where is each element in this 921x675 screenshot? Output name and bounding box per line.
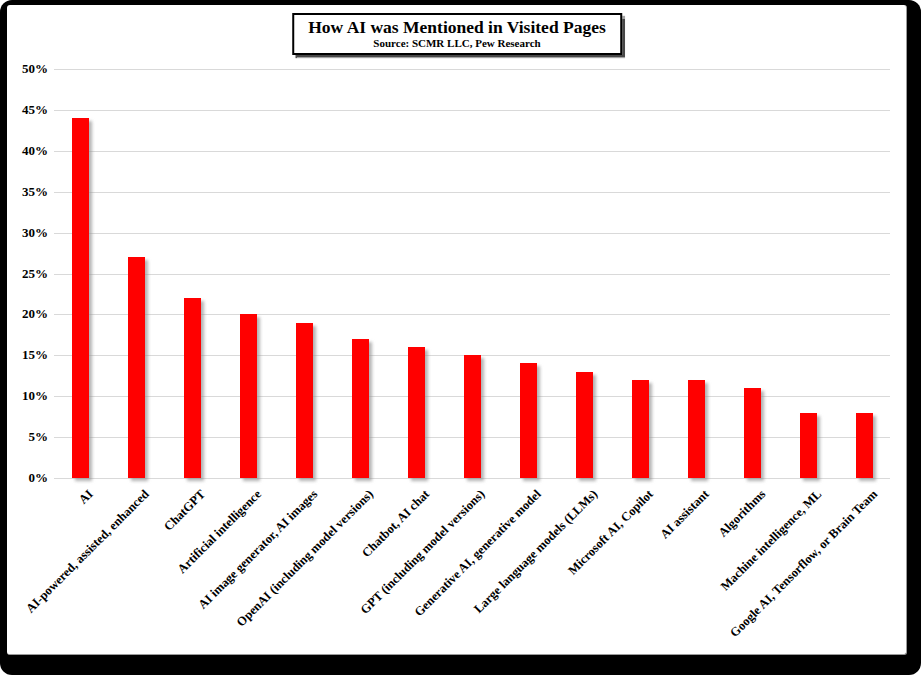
- gridline: [54, 69, 890, 70]
- gridline: [54, 192, 890, 193]
- bar: [632, 380, 649, 478]
- x-axis-category-label: AI-powered, assisted, enhanced: [23, 487, 152, 616]
- title-box: How AI was Mentioned in Visited Pages So…: [292, 13, 622, 55]
- bar: [296, 323, 313, 478]
- x-axis-category-label: AI assistant: [658, 487, 713, 542]
- gridline: [54, 110, 890, 111]
- y-axis-tick-label: 45%: [0, 102, 48, 118]
- gridline: [54, 274, 890, 275]
- bar: [688, 380, 705, 478]
- y-axis-tick-label: 35%: [0, 184, 48, 200]
- y-axis-tick-label: 0%: [0, 470, 48, 486]
- x-axis-category-label: ChatGPT: [161, 487, 208, 534]
- gridline: [54, 233, 890, 234]
- y-axis-tick-label: 5%: [0, 429, 48, 445]
- bar: [744, 388, 761, 478]
- bar: [352, 339, 369, 478]
- gridline: [54, 314, 890, 315]
- bar: [240, 314, 257, 478]
- bar: [72, 118, 89, 478]
- x-axis-category-label: AI: [76, 487, 96, 507]
- y-axis-tick-label: 10%: [0, 388, 48, 404]
- bar: [520, 363, 537, 478]
- chart-title: How AI was Mentioned in Visited Pages: [308, 17, 606, 37]
- y-axis-tick-label: 30%: [0, 225, 48, 241]
- bar: [464, 355, 481, 478]
- y-axis-tick-label: 20%: [0, 306, 48, 322]
- bar: [184, 298, 201, 478]
- x-axis-category-label: Machine intelligence, ML: [718, 487, 825, 594]
- y-axis-tick-label: 40%: [0, 143, 48, 159]
- bar: [576, 372, 593, 478]
- bar: [856, 413, 873, 478]
- gridline: [54, 151, 890, 152]
- plot-area: 0% 5% 10% 15% 20% 25% 30% 35% 40% 45% 50% AIAI-powe…: [0, 0, 921, 675]
- x-axis-category-label: Algorithms: [715, 487, 768, 540]
- chart-frame: How AI was Mentioned in Visited Pages So…: [0, 0, 921, 675]
- bar: [800, 413, 817, 478]
- y-axis-tick-label: 25%: [0, 266, 48, 282]
- y-axis-tick-label: 50%: [0, 61, 48, 77]
- gridline: [54, 478, 890, 479]
- y-axis-tick-label: 15%: [0, 347, 48, 363]
- bar: [128, 257, 145, 478]
- bar: [408, 347, 425, 478]
- chart-subtitle: Source: SCMR LLC, Pew Research: [308, 37, 606, 50]
